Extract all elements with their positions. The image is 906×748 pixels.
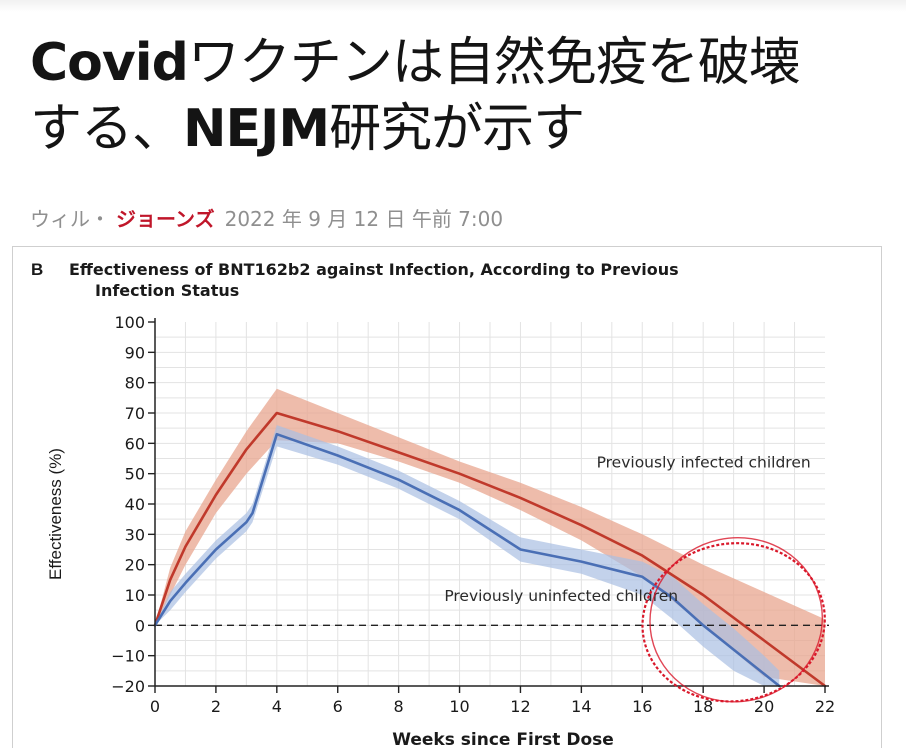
y-tick-label: 0 — [135, 616, 145, 635]
headline-covid: Covid — [30, 33, 189, 93]
panel-label: B — [31, 260, 43, 279]
x-tick-label: 6 — [333, 697, 343, 716]
chart-title-line-2: Infection Status — [95, 281, 239, 300]
headline-part-2: する、 — [30, 99, 184, 159]
hand-drawn-circle — [641, 542, 826, 703]
x-tick-label: 0 — [150, 697, 160, 716]
byline: ウィル・ ジョーンズ 2022 年 9 月 12 日 午前 7:00 — [30, 205, 503, 233]
y-tick-label: 10 — [125, 586, 145, 605]
headline-nejm: NEJM — [183, 99, 330, 159]
x-tick-label: 8 — [394, 697, 404, 716]
y-tick-label: 50 — [125, 465, 145, 484]
headline-part-3: 研究が示す — [329, 99, 585, 159]
label-infected-children: Previously infected children — [597, 454, 811, 472]
series-line-uninfected — [153, 432, 781, 688]
chart-title-line-1: Effectiveness of BNT162b2 against Infect… — [69, 260, 679, 279]
headline-part-1: ワクチンは自然免疫を破壊 — [187, 33, 801, 93]
series-lines — [153, 411, 829, 688]
y-axis-label: Effectiveness (%) — [46, 448, 65, 580]
axes: −20 −10 0 10 20 30 40 50 60 70 80 90 100 0 2 4 6 8 10 12 14 1… — [111, 313, 835, 716]
x-axis-label: Weeks since First Dose — [392, 730, 614, 748]
x-tick-label: 12 — [510, 697, 530, 716]
publish-date: 2022 年 9 月 12 日 午前 7:00 — [224, 207, 504, 231]
annotations: Previously infected children Previously u… — [444, 454, 826, 703]
y-tick-label: 80 — [125, 374, 145, 393]
label-uninfected-children: Previously uninfected children — [444, 587, 678, 605]
x-tick-label: 16 — [632, 697, 652, 716]
hand-drawn-circle-stroke — [649, 536, 824, 703]
y-tick-label: −20 — [111, 677, 145, 696]
x-tick-label: 22 — [815, 697, 835, 716]
x-tick-label: 18 — [693, 697, 713, 716]
x-tick-label: 2 — [211, 697, 221, 716]
y-tick-label: −10 — [111, 647, 145, 666]
chart-figure: B Effectiveness of BNT162b2 against Infe… — [12, 246, 882, 748]
series-line-infected — [153, 411, 827, 688]
author-prefix: ウィル・ — [30, 207, 110, 231]
x-tick-label: 4 — [272, 697, 282, 716]
y-tick-label: 30 — [125, 525, 145, 544]
article-headline: Covidワクチンは自然免疫を破壊 する、NEJM研究が示す — [30, 30, 890, 162]
y-tick-label: 90 — [125, 343, 145, 362]
y-tick-label: 100 — [114, 313, 145, 332]
top-bar — [0, 0, 906, 12]
y-tick-label: 40 — [125, 495, 145, 514]
x-tick-label: 20 — [754, 697, 774, 716]
author-link[interactable]: ジョーンズ — [116, 207, 215, 231]
y-tick-label: 20 — [125, 556, 145, 575]
y-tick-label: 70 — [125, 404, 145, 423]
confidence-bands — [155, 388, 825, 686]
y-tick-label: 60 — [125, 434, 145, 453]
x-tick-label: 10 — [449, 697, 469, 716]
effectiveness-chart: B Effectiveness of BNT162b2 against Infe… — [31, 260, 835, 748]
x-tick-label: 14 — [571, 697, 591, 716]
